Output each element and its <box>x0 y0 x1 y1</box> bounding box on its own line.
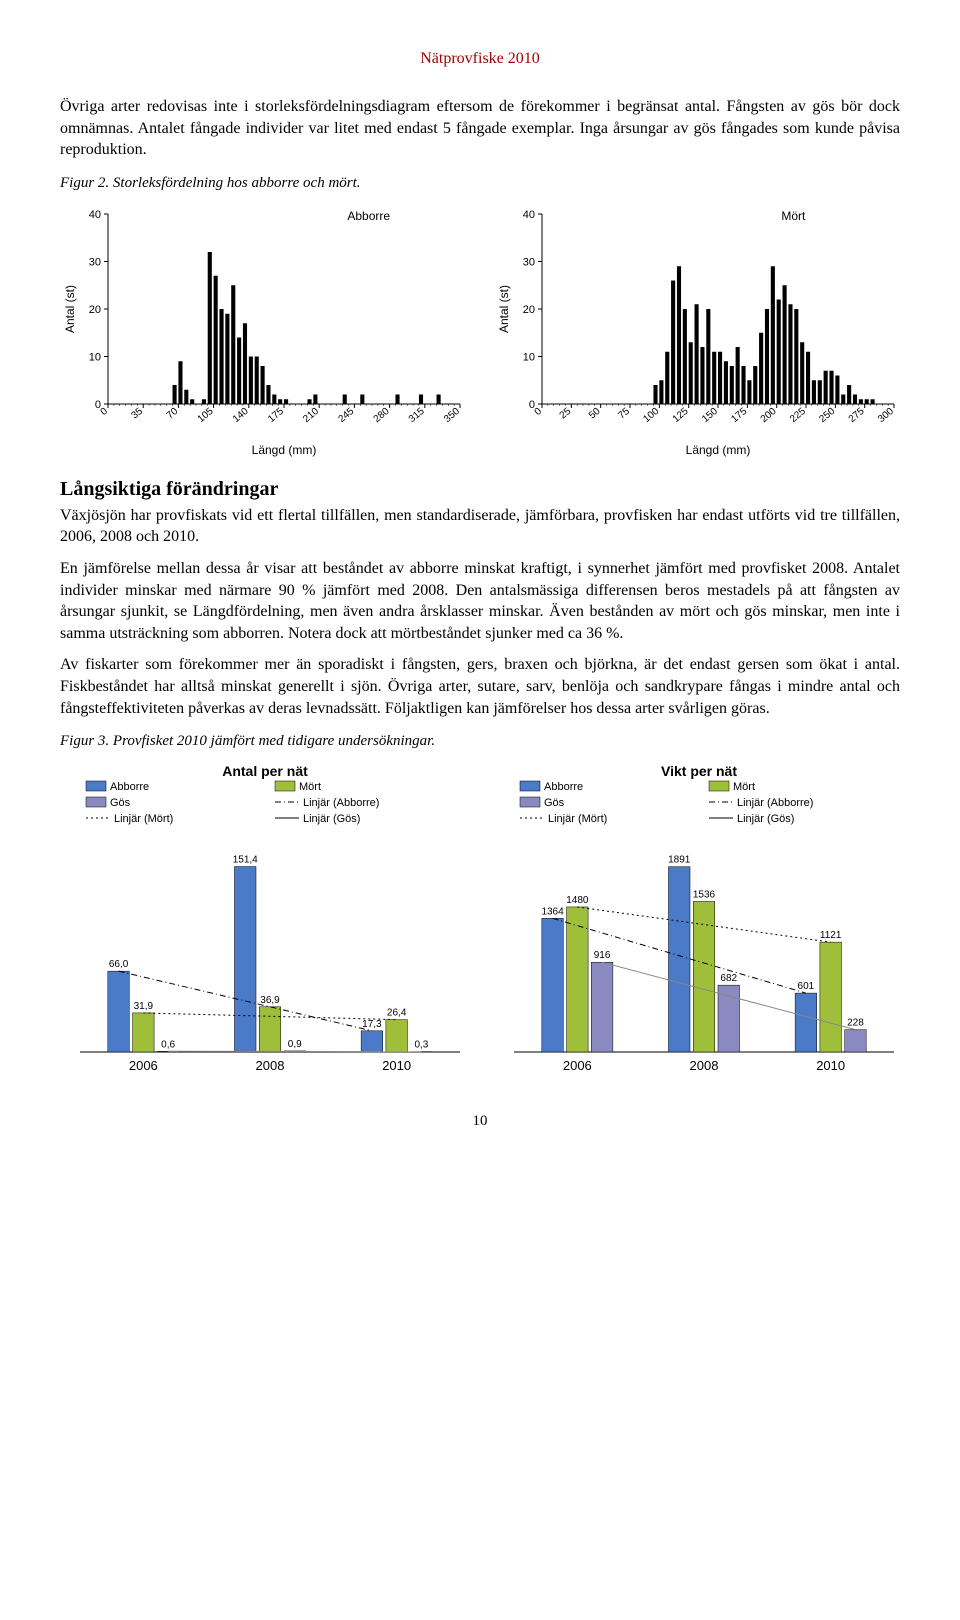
svg-text:Längd (mm): Längd (mm) <box>686 443 751 457</box>
svg-text:10: 10 <box>523 351 535 363</box>
paragraph-1: Övriga arter redovisas inte i storleksfö… <box>60 96 900 161</box>
histogram-mort: 0102030400255075100125150175200225250275… <box>494 200 904 460</box>
svg-text:Antal (st): Antal (st) <box>497 285 511 333</box>
svg-text:Linjär (Gös): Linjär (Gös) <box>737 813 794 825</box>
svg-text:280: 280 <box>372 405 392 424</box>
svg-text:151,4: 151,4 <box>233 855 258 866</box>
svg-text:300: 300 <box>876 405 896 424</box>
svg-text:200: 200 <box>759 405 779 424</box>
svg-text:150: 150 <box>700 405 720 424</box>
figure3-caption: Figur 3. Provfisket 2010 jämfört med tid… <box>60 733 900 750</box>
figure2-caption: Figur 2. Storleksfördelning hos abborre … <box>60 175 900 192</box>
paragraph-4: Av fiskarter som förekommer mer än spora… <box>60 654 900 719</box>
svg-text:916: 916 <box>594 950 611 961</box>
svg-text:682: 682 <box>720 973 737 984</box>
figure2-row: 01020304003570105140175210245280315350An… <box>60 200 900 460</box>
svg-text:Gös: Gös <box>544 797 565 809</box>
svg-text:31,9: 31,9 <box>134 1001 154 1012</box>
svg-text:20: 20 <box>89 304 101 316</box>
svg-text:228: 228 <box>847 1018 864 1029</box>
svg-text:Linjär (Mört): Linjär (Mört) <box>114 813 173 825</box>
svg-text:30: 30 <box>89 256 101 268</box>
svg-text:1536: 1536 <box>693 890 716 901</box>
svg-text:100: 100 <box>641 405 661 424</box>
svg-text:2010: 2010 <box>382 1058 411 1073</box>
histogram-abborre: 01020304003570105140175210245280315350An… <box>60 200 470 460</box>
svg-text:40: 40 <box>89 209 101 221</box>
svg-text:0,9: 0,9 <box>288 1039 302 1050</box>
svg-text:66,0: 66,0 <box>109 959 129 970</box>
svg-text:Abborre: Abborre <box>544 781 583 793</box>
svg-text:17,3: 17,3 <box>362 1019 382 1030</box>
svg-text:105: 105 <box>196 405 216 424</box>
svg-text:0: 0 <box>533 405 545 417</box>
svg-text:275: 275 <box>847 405 867 424</box>
svg-text:0: 0 <box>99 405 111 417</box>
svg-text:Antal per nät: Antal per nät <box>222 763 308 779</box>
svg-text:Gös: Gös <box>110 797 131 809</box>
svg-text:Abborre: Abborre <box>347 209 390 223</box>
svg-text:1891: 1891 <box>668 855 691 866</box>
svg-text:601: 601 <box>798 981 815 992</box>
svg-text:315: 315 <box>407 405 427 424</box>
svg-text:210: 210 <box>301 405 321 424</box>
svg-text:2010: 2010 <box>816 1058 845 1073</box>
grouped-vikt: Vikt per nät Abborre Mört Gös Linjär (Abborr… <box>494 760 904 1085</box>
subheading-langsiktiga: Långsiktiga förändringar <box>60 478 900 501</box>
svg-text:Linjär (Abborre): Linjär (Abborre) <box>737 797 813 809</box>
svg-text:36,9: 36,9 <box>260 995 280 1006</box>
figure3-row: Antal per nät Abborre Mört Gös Linjär (Abbor… <box>60 760 900 1085</box>
svg-text:1364: 1364 <box>541 906 564 917</box>
svg-text:2006: 2006 <box>563 1058 592 1073</box>
svg-text:225: 225 <box>788 405 808 424</box>
svg-text:Linjär (Gös): Linjär (Gös) <box>303 813 360 825</box>
grouped-antal: Antal per nät Abborre Mört Gös Linjär (Abbor… <box>60 760 470 1085</box>
svg-text:350: 350 <box>442 405 462 424</box>
svg-text:Mört: Mört <box>733 781 755 793</box>
svg-text:125: 125 <box>671 405 691 424</box>
svg-text:1480: 1480 <box>566 895 589 906</box>
svg-text:2008: 2008 <box>690 1058 719 1073</box>
svg-text:140: 140 <box>231 405 251 424</box>
svg-text:175: 175 <box>266 405 286 424</box>
svg-text:2006: 2006 <box>129 1058 158 1073</box>
svg-text:2008: 2008 <box>256 1058 285 1073</box>
svg-text:Linjär (Mört): Linjär (Mört) <box>548 813 607 825</box>
svg-text:Längd (mm): Längd (mm) <box>252 443 317 457</box>
svg-text:Antal (st): Antal (st) <box>63 285 77 333</box>
page-header: Nätprovfiske 2010 <box>60 50 900 68</box>
svg-text:26,4: 26,4 <box>387 1008 407 1019</box>
svg-text:10: 10 <box>89 351 101 363</box>
page-number: 10 <box>60 1113 900 1130</box>
paragraph-2: Växjösjön har provfiskats vid ett flerta… <box>60 505 900 548</box>
svg-text:30: 30 <box>523 256 535 268</box>
svg-text:Mört: Mört <box>781 209 806 223</box>
svg-text:175: 175 <box>729 405 749 424</box>
svg-text:0,3: 0,3 <box>414 1040 428 1051</box>
svg-text:Mört: Mört <box>299 781 321 793</box>
svg-text:0,6: 0,6 <box>161 1039 175 1050</box>
svg-text:Linjär (Abborre): Linjär (Abborre) <box>303 797 379 809</box>
svg-text:1121: 1121 <box>820 930 842 941</box>
svg-text:Vikt per nät: Vikt per nät <box>661 763 737 779</box>
svg-text:245: 245 <box>336 405 356 424</box>
paragraph-3: En jämförelse mellan dessa år visar att … <box>60 558 900 644</box>
svg-text:40: 40 <box>523 209 535 221</box>
svg-text:Abborre: Abborre <box>110 781 149 793</box>
svg-text:20: 20 <box>523 304 535 316</box>
svg-text:250: 250 <box>817 405 837 424</box>
